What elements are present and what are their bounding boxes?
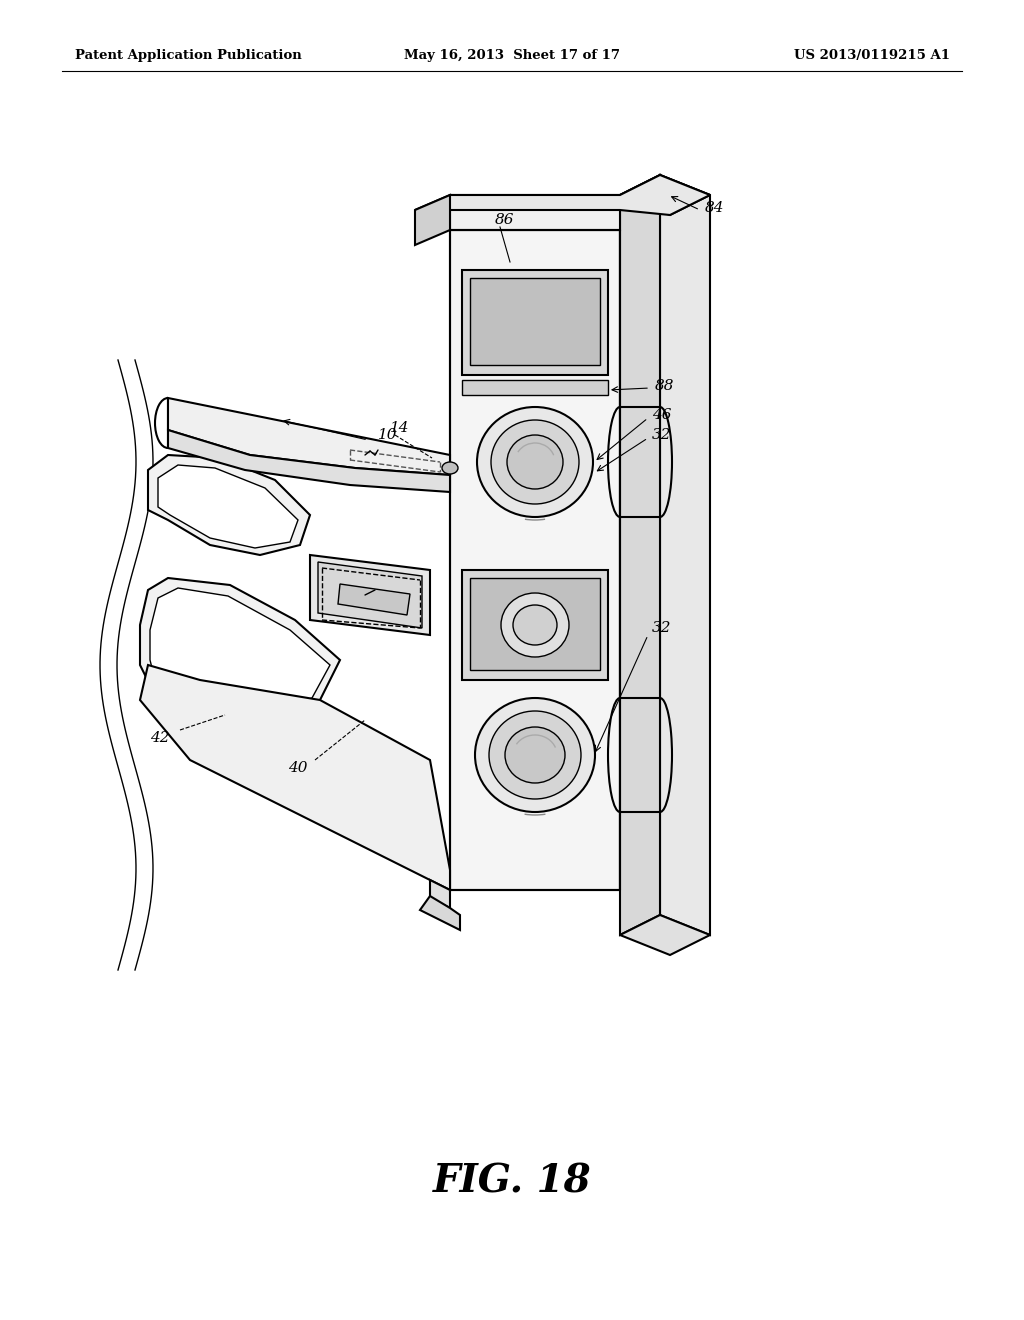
Ellipse shape <box>475 698 595 812</box>
Ellipse shape <box>507 436 563 488</box>
Polygon shape <box>140 665 450 890</box>
Ellipse shape <box>477 407 593 517</box>
Ellipse shape <box>489 711 581 799</box>
Text: 10: 10 <box>378 428 397 442</box>
Polygon shape <box>415 176 710 215</box>
Polygon shape <box>462 380 608 395</box>
Polygon shape <box>470 279 600 366</box>
Polygon shape <box>150 587 330 714</box>
Text: 32: 32 <box>652 620 672 635</box>
Text: 84: 84 <box>705 201 725 215</box>
Polygon shape <box>620 230 660 906</box>
Polygon shape <box>168 430 450 492</box>
Polygon shape <box>620 176 710 215</box>
Polygon shape <box>450 230 620 890</box>
Polygon shape <box>158 465 298 548</box>
Ellipse shape <box>513 605 557 645</box>
Ellipse shape <box>505 727 565 783</box>
Text: FIG. 18: FIG. 18 <box>433 1163 591 1200</box>
Text: Patent Application Publication: Patent Application Publication <box>75 49 302 62</box>
Polygon shape <box>430 880 450 908</box>
Text: 88: 88 <box>655 379 675 393</box>
Polygon shape <box>148 455 310 554</box>
Ellipse shape <box>490 420 579 504</box>
Text: 46: 46 <box>652 408 672 422</box>
Ellipse shape <box>442 462 458 474</box>
Ellipse shape <box>501 593 569 657</box>
Text: 32: 32 <box>652 428 672 442</box>
Polygon shape <box>140 578 340 719</box>
Polygon shape <box>620 176 660 935</box>
Text: 40: 40 <box>289 762 308 775</box>
Polygon shape <box>415 195 450 246</box>
Polygon shape <box>620 915 710 954</box>
Text: May 16, 2013  Sheet 17 of 17: May 16, 2013 Sheet 17 of 17 <box>404 49 620 62</box>
Polygon shape <box>338 583 410 615</box>
Polygon shape <box>310 554 430 635</box>
Polygon shape <box>660 176 710 935</box>
Polygon shape <box>462 271 608 375</box>
Polygon shape <box>450 195 620 230</box>
Polygon shape <box>470 578 600 671</box>
Polygon shape <box>318 562 422 628</box>
Polygon shape <box>420 896 460 931</box>
Polygon shape <box>168 399 450 475</box>
Text: 14: 14 <box>390 421 410 436</box>
Text: 86: 86 <box>495 213 514 227</box>
Polygon shape <box>462 570 608 680</box>
Text: US 2013/0119215 A1: US 2013/0119215 A1 <box>794 49 950 62</box>
Text: 42: 42 <box>151 731 170 744</box>
